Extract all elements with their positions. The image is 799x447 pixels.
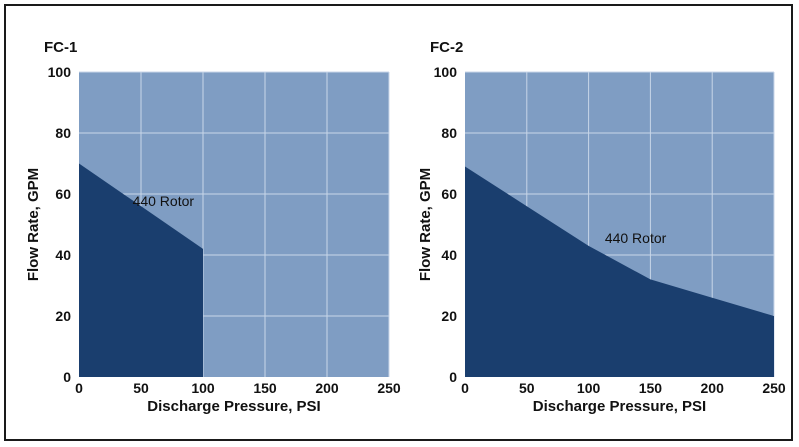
- series-annotation: 440 Rotor: [133, 193, 195, 209]
- x-tick-label: 100: [577, 380, 601, 396]
- x-tick-label: 150: [639, 380, 663, 396]
- x-tick-label: 200: [701, 380, 725, 396]
- y-tick-label: 40: [55, 247, 71, 263]
- y-axis-label: Flow Rate, GPM: [417, 168, 434, 281]
- x-tick-label: 100: [191, 380, 215, 396]
- series-annotation: 440 Rotor: [605, 230, 667, 246]
- chart-title: FC-2: [430, 39, 463, 56]
- y-tick-label: 60: [55, 186, 71, 202]
- x-tick-label: 0: [461, 380, 469, 396]
- y-tick-label: 80: [441, 125, 457, 141]
- chart-fc2: FC-2 0 20 40 60 80 100 0 50 100 150 200 250 Discharge…: [417, 39, 786, 415]
- y-tick-label: 100: [434, 64, 458, 80]
- y-axis-label: Flow Rate, GPM: [25, 168, 42, 281]
- y-tick-label: 60: [441, 186, 457, 202]
- x-tick-label: 250: [377, 380, 401, 396]
- area-series-440-rotor: [465, 166, 774, 377]
- y-tick-label: 0: [63, 369, 71, 385]
- y-tick-label: 20: [55, 308, 71, 324]
- y-tick-label: 80: [55, 125, 71, 141]
- x-tick-label: 200: [315, 380, 339, 396]
- y-tick-label: 20: [441, 308, 457, 324]
- x-tick-label: 0: [75, 380, 83, 396]
- chart-fc1: FC-1 0 20 40 60 80 100 0 50 100 150 200 250 Discharge…: [25, 39, 401, 415]
- x-tick-label: 250: [762, 380, 786, 396]
- y-tick-label: 100: [48, 64, 72, 80]
- x-axis-label: Discharge Pressure, PSI: [147, 398, 320, 415]
- y-tick-label: 40: [441, 247, 457, 263]
- x-tick-label: 50: [133, 380, 149, 396]
- area-series-440-rotor: [79, 163, 203, 377]
- x-tick-label: 50: [519, 380, 535, 396]
- x-axis-label: Discharge Pressure, PSI: [533, 398, 706, 415]
- chart-title: FC-1: [44, 39, 77, 56]
- y-tick-label: 0: [449, 369, 457, 385]
- x-tick-label: 150: [253, 380, 277, 396]
